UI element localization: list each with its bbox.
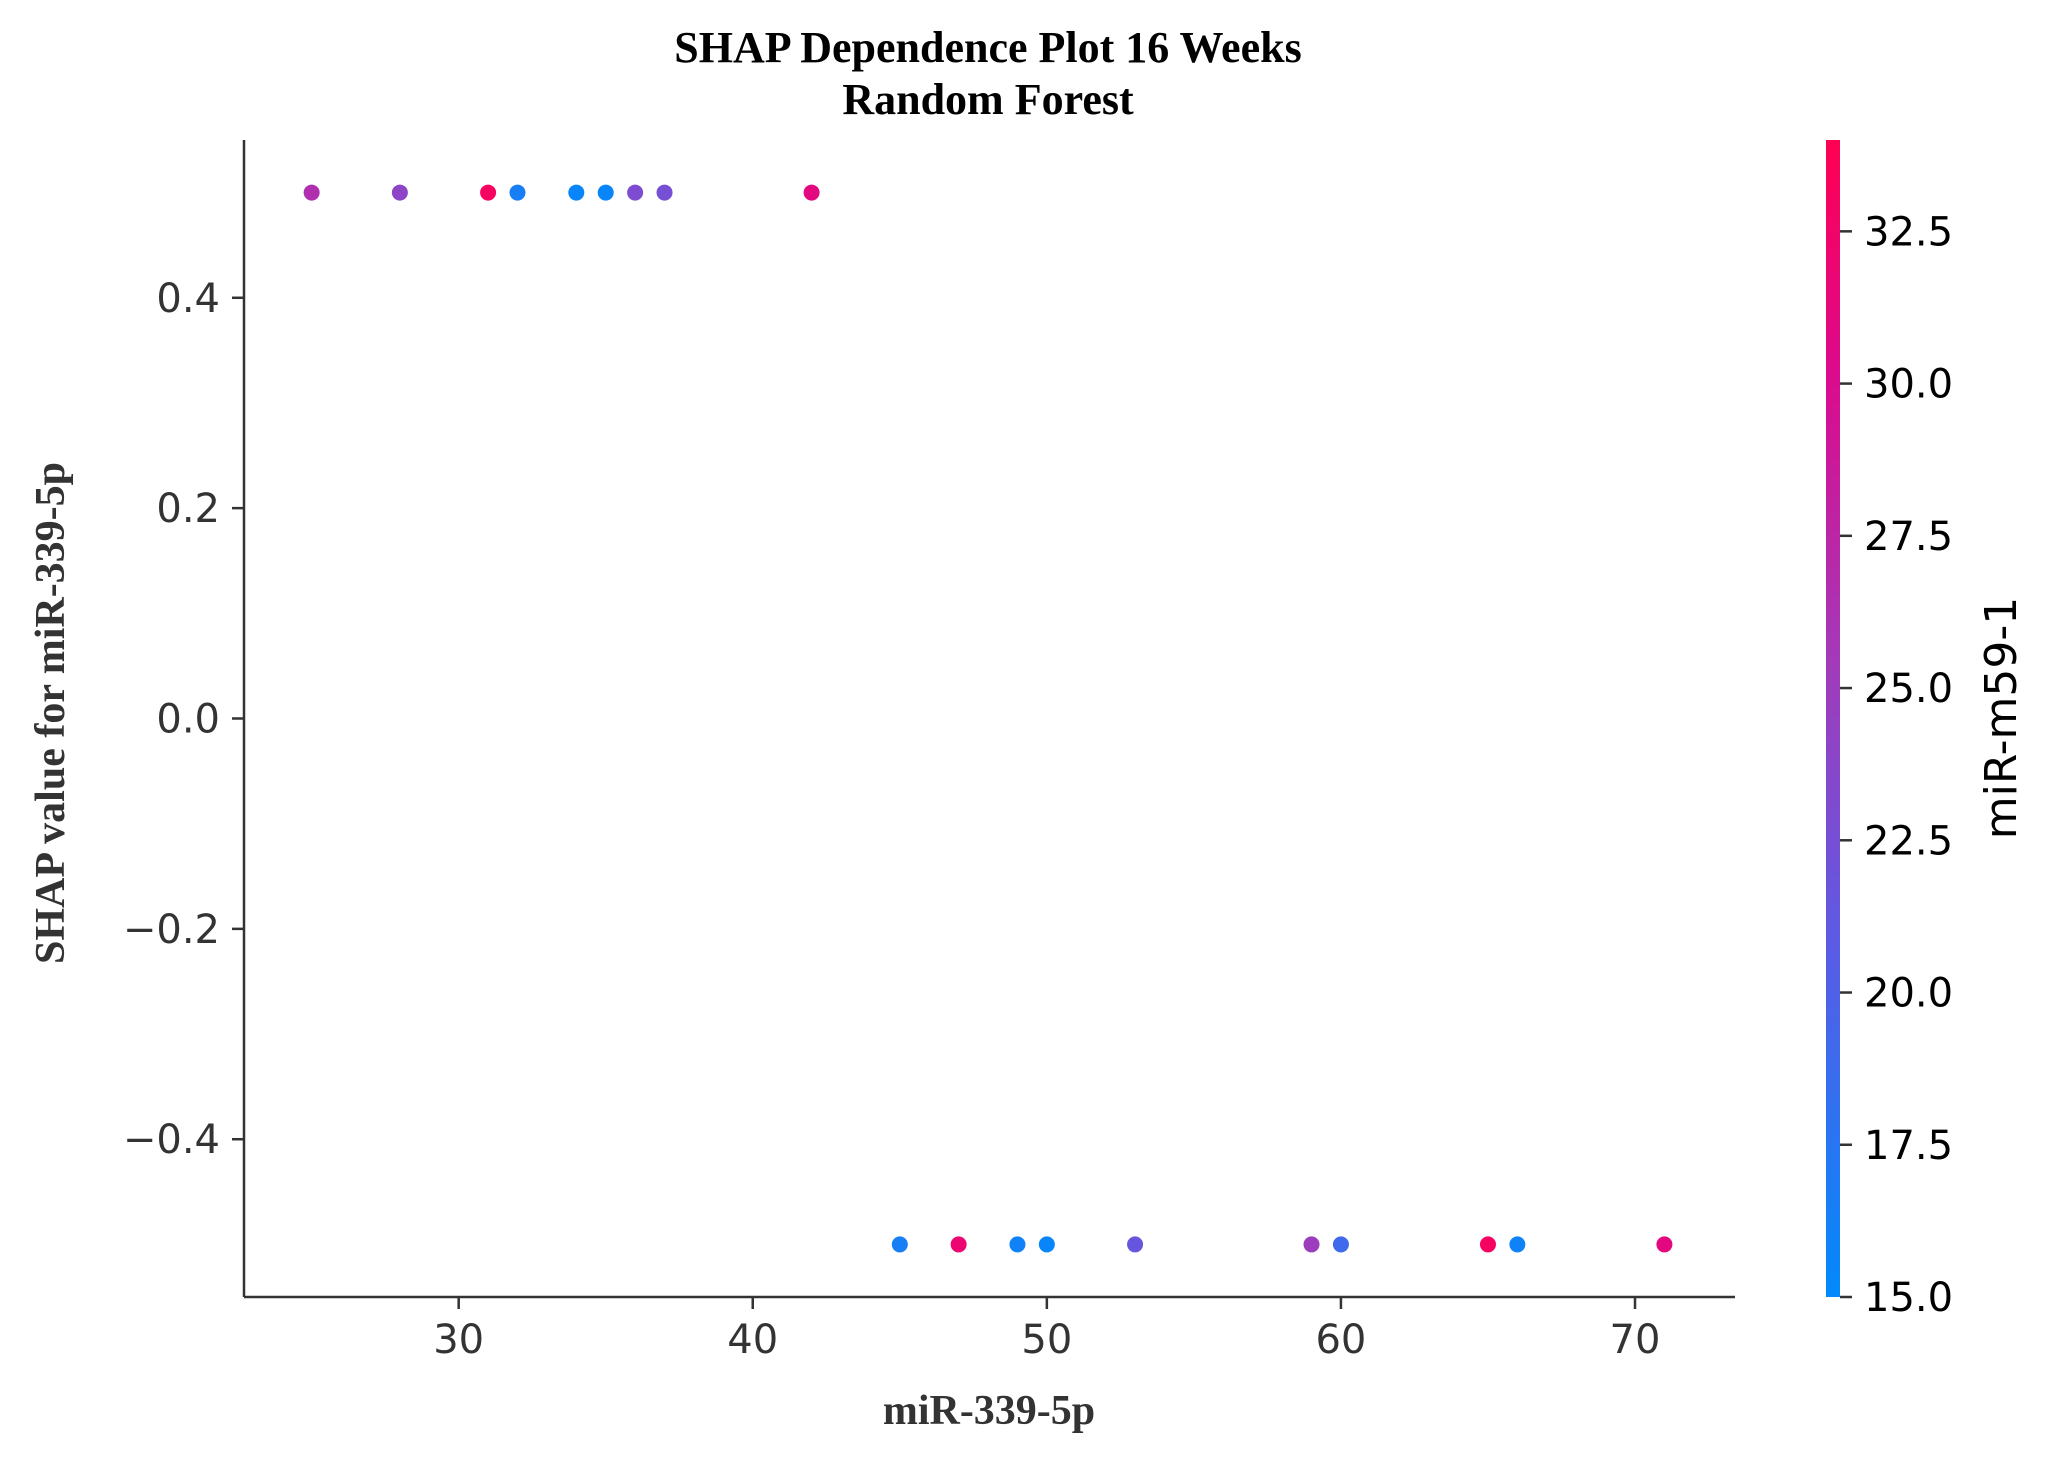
x-tick-label: 60 <box>1315 1317 1366 1363</box>
y-tick-label: −0.2 <box>123 907 220 953</box>
data-point <box>1009 1236 1026 1253</box>
colorbar-tick-label: 22.5 <box>1864 818 1953 864</box>
data-point <box>1479 1236 1496 1253</box>
colorbar-tick-label: 25.0 <box>1864 666 1953 712</box>
data-point <box>950 1236 967 1253</box>
x-tick-label: 50 <box>1021 1317 1072 1363</box>
data-point <box>303 184 320 201</box>
y-tick-label: 0.2 <box>156 486 220 532</box>
y-axis-ticks: 0.4 0.2 0.0 −0.2 −0.4 <box>123 276 244 1163</box>
chart-title: SHAP Dependence Plot 16 Weeks <box>674 23 1301 72</box>
y-tick-label: −0.4 <box>123 1117 220 1163</box>
x-axis-ticks: 30 40 50 60 70 <box>433 1297 1660 1363</box>
x-axis-title: miR-339-5p <box>883 1388 1095 1434</box>
y-tick-label: 0.4 <box>156 276 220 322</box>
colorbar-tick-label: 15.0 <box>1864 1275 1953 1321</box>
data-point <box>568 184 585 201</box>
data-point <box>1127 1236 1144 1253</box>
data-points <box>303 184 1673 1253</box>
chart-subtitle: Random Forest <box>842 75 1134 124</box>
colorbar-tick-label: 27.5 <box>1864 514 1953 560</box>
data-point <box>803 184 820 201</box>
data-point <box>597 184 614 201</box>
y-tick-label: 0.0 <box>156 697 220 743</box>
data-point <box>509 184 526 201</box>
plot-area: 30 40 50 60 70 0.4 0.2 0.0 −0.2 −0.4 <box>123 140 1735 1363</box>
data-point <box>1509 1236 1526 1253</box>
data-point <box>1303 1236 1320 1253</box>
data-point <box>391 184 408 201</box>
data-point <box>1332 1236 1349 1253</box>
colorbar: 15.0 17.5 20.0 22.5 25.0 27.5 30.0 32.5 miR-m59… <box>1826 140 2027 1321</box>
colorbar-tick-label: 32.5 <box>1864 209 1953 255</box>
colorbar-ticks: 15.0 17.5 20.0 22.5 25.0 27.5 30.0 32.5 <box>1840 209 1953 1321</box>
x-tick-label: 40 <box>727 1317 778 1363</box>
x-tick-label: 70 <box>1610 1317 1661 1363</box>
data-point <box>480 184 497 201</box>
colorbar-tick-label: 17.5 <box>1864 1123 1953 1169</box>
colorbar-label: miR-m59-1 <box>1976 597 2027 839</box>
y-axis-title: SHAP value for miR-339-5p <box>28 462 74 964</box>
data-point <box>1656 1236 1673 1253</box>
data-point <box>1038 1236 1055 1253</box>
colorbar-gradient <box>1826 140 1840 1297</box>
colorbar-tick-label: 30.0 <box>1864 362 1953 408</box>
x-tick-label: 30 <box>433 1317 484 1363</box>
data-point <box>656 184 673 201</box>
data-point <box>891 1236 908 1253</box>
colorbar-tick-label: 20.0 <box>1864 971 1953 1017</box>
data-point <box>627 184 644 201</box>
